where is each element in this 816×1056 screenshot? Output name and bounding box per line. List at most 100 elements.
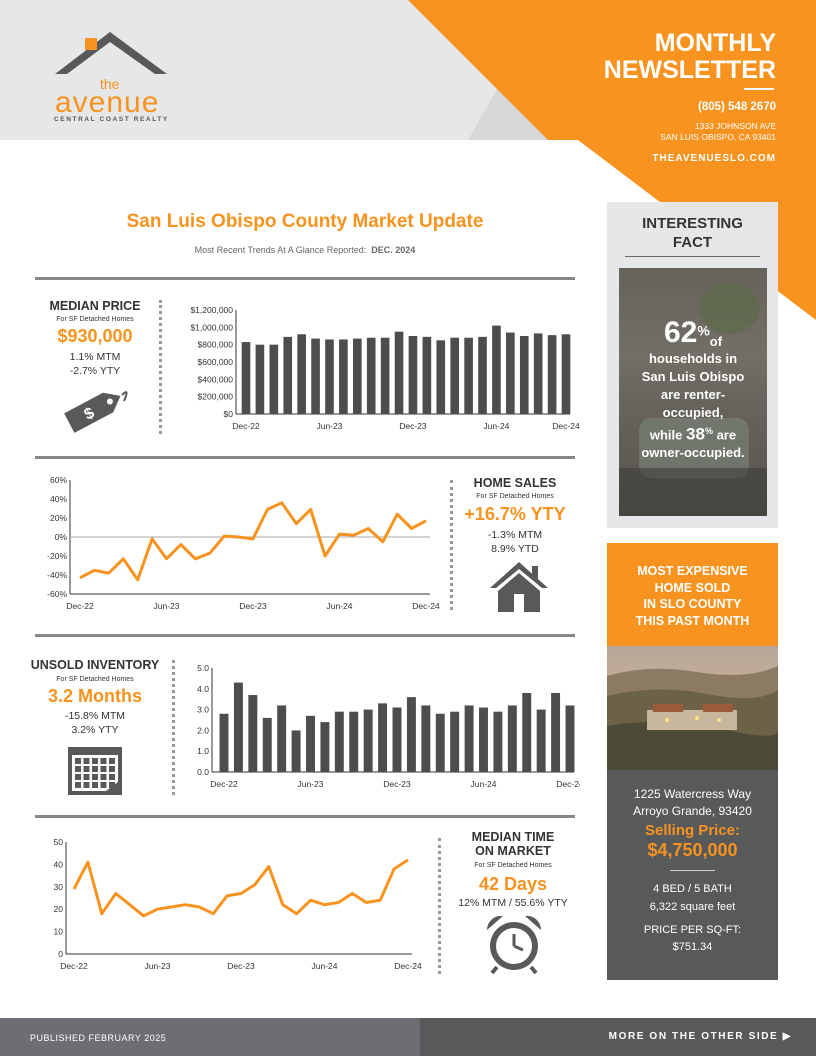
calendar-cell	[100, 766, 107, 772]
calendar-cell	[109, 782, 115, 788]
calendar-cell	[109, 766, 115, 772]
calendar-cell	[100, 782, 107, 788]
price-per-sqft-label: PRICE PER SQ-FT:	[643, 924, 742, 936]
bar	[406, 697, 416, 772]
calendar-cell	[109, 758, 115, 764]
more-on-other-side-link[interactable]: MORE ON THE OTHER SIDE ▶	[609, 1031, 792, 1042]
calendar-cell	[75, 774, 81, 780]
fact-pct-sign: %	[697, 322, 710, 339]
y-tick-label: 40	[54, 859, 64, 869]
home-rule	[670, 870, 715, 871]
x-tick-label: Dec-23	[399, 421, 427, 431]
home-specs: 4 BED / 5 BATH 6,322 square feet	[607, 880, 778, 916]
bar	[248, 695, 258, 772]
section-divider	[35, 277, 575, 280]
arrow-right-icon: ▶	[782, 1031, 792, 1042]
bar	[283, 336, 293, 414]
fact-line3: are renter-	[660, 387, 726, 402]
calendar-cell	[75, 782, 81, 788]
calendar-cell	[83, 782, 90, 788]
x-tick-label: Jun-23	[145, 961, 171, 971]
x-tick-label: Jun-24	[483, 421, 509, 431]
bar	[306, 715, 315, 772]
bar	[533, 333, 543, 414]
inventory-value: 3.2 Months	[47, 686, 142, 706]
subtitle-date: DEC. 2024	[371, 245, 416, 255]
calendar-cell	[83, 758, 90, 764]
calendar-cell	[92, 774, 98, 780]
inventory-sub: For SF Detached Homes	[56, 676, 134, 683]
home-beds-baths: 4 BED / 5 BATH	[653, 883, 732, 895]
bar	[291, 730, 301, 772]
y-tick-label: $400,000	[198, 374, 234, 384]
y-tick-label: 40%	[50, 494, 67, 504]
home-sales-mtm: -1.3% MTM	[487, 529, 543, 541]
y-tick-label: $1,000,000	[190, 322, 233, 332]
time-on-market-chart: 50 40 30 20 10 0 Dec-22 Jun-23 Dec-23 Jun-24 Dec-2…	[54, 837, 422, 971]
bar	[436, 340, 446, 414]
y-tick-label: -20%	[47, 551, 67, 561]
calendar-icon	[68, 747, 122, 795]
bar	[325, 339, 334, 414]
x-tick-label: Jun-23	[154, 601, 180, 611]
x-tick-label: Dec-22	[66, 601, 94, 611]
time-label-line2: ON MARKET	[475, 844, 551, 858]
exp-title-line4: THIS PAST MONTH	[635, 613, 750, 628]
bar	[565, 705, 575, 772]
bar	[435, 713, 445, 772]
fact-line1: households in	[648, 351, 738, 366]
fact-line6: owner-occupied.	[641, 445, 745, 461]
y-tick-label: -60%	[47, 589, 67, 599]
bar	[478, 336, 487, 414]
page-subtitle: Most Recent Trends At A Glance Reported:…	[60, 245, 550, 255]
bar	[408, 336, 418, 414]
price-tag-icon: $	[64, 391, 128, 433]
median-price-yty: -2.7% YTY	[69, 365, 121, 377]
y-tick-label: 20%	[50, 513, 67, 523]
home-address-line1: 1225 Watercress Way	[633, 787, 752, 801]
time-label-line1: MEDIAN TIME	[471, 830, 555, 844]
bar	[219, 713, 229, 772]
more-text: MORE ON THE OTHER SIDE	[608, 1031, 779, 1042]
bar	[241, 342, 251, 414]
y-tick-label: 3.0	[197, 705, 209, 715]
y-tick-label: 0.0	[197, 767, 209, 777]
bar	[493, 711, 503, 772]
price-per-sqft: PRICE PER SQ-FT: $751.34	[607, 922, 778, 956]
logo-roof-icon	[55, 32, 167, 74]
exp-title-line1: MOST EXPENSIVE	[637, 564, 748, 578]
bar	[551, 692, 561, 772]
y-tick-label: 30	[54, 882, 64, 892]
bar	[450, 337, 460, 414]
fact-title-line1: INTERESTING	[642, 215, 743, 232]
address-line1: 1333 JOHNSON AVE	[694, 121, 776, 131]
office-address: 1333 JOHNSON AVE SAN LUIS OBISPO, CA 934…	[576, 121, 776, 143]
bar	[479, 707, 488, 772]
home-address: 1225 Watercress Way Arroyo Grande, 93420	[607, 786, 778, 820]
home-sales-label: HOME SALES	[473, 476, 557, 490]
selling-price-label: Selling Price:	[644, 822, 741, 839]
calendar-cell	[109, 774, 115, 780]
bar	[363, 709, 373, 772]
x-tick-label: Jun-24	[327, 601, 353, 611]
median-price-chart: $1,200,000 $1,000,000 $800,000 $600,000 $400…	[190, 305, 580, 431]
series-line	[79, 501, 427, 582]
living-room-photo	[619, 268, 767, 516]
time-value: 42 Days	[478, 874, 548, 894]
bar	[352, 338, 362, 414]
home-sales-value: +16.7% YTY	[464, 504, 566, 524]
home-aerial-photo	[607, 646, 778, 770]
section-divider	[35, 634, 575, 637]
website-link[interactable]: THEAVENUESLO.COM	[652, 153, 776, 164]
x-tick-label: Dec-23	[227, 961, 255, 971]
x-tick-label: Jun-23	[298, 779, 324, 789]
y-tick-label: 4.0	[197, 684, 209, 694]
most-expensive-title: MOST EXPENSIVE HOME SOLD IN SLO COUNTY T…	[607, 563, 778, 629]
section-divider	[35, 456, 575, 459]
phone-number[interactable]: (805) 548 2670	[697, 101, 776, 113]
bar	[522, 692, 532, 772]
bar	[394, 331, 404, 414]
newsletter-title-line1: MONTHLY	[654, 29, 776, 57]
bar	[506, 332, 515, 414]
y-tick-label: -40%	[47, 570, 67, 580]
